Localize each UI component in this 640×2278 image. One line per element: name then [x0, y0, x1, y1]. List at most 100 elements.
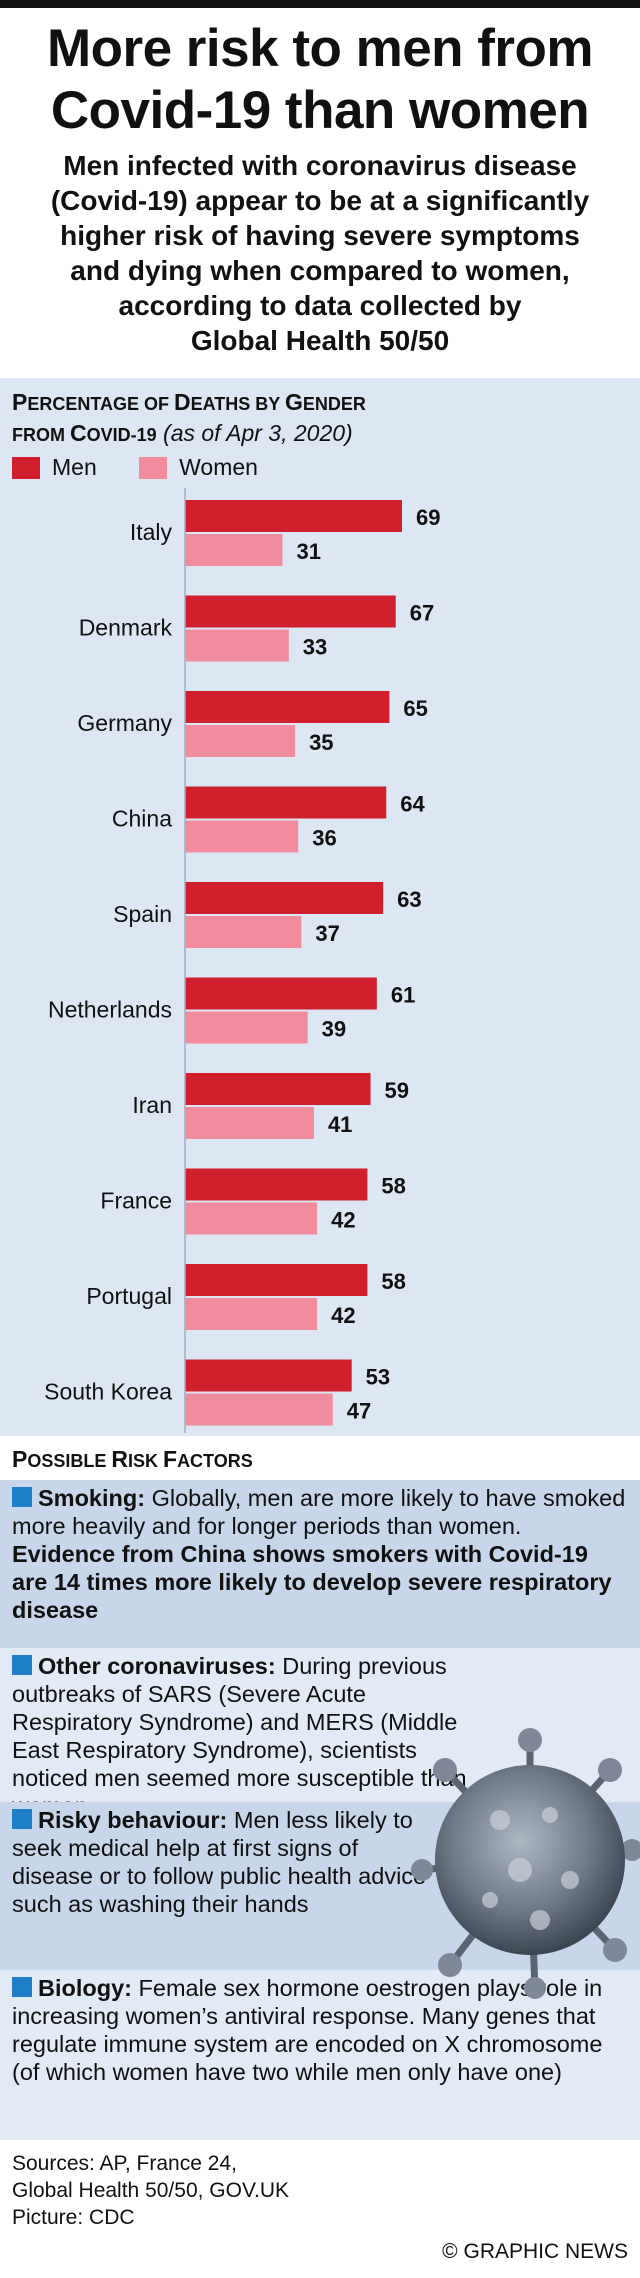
graphic-news-credit: © GRAPHIC NEWS	[442, 2240, 628, 2263]
bar-men-italy	[185, 500, 402, 532]
page-title: More risk to men from Covid-19 than wome…	[0, 18, 640, 142]
square-bullet-icon	[12, 1977, 32, 1997]
heading-part: OSSIBLE	[27, 1451, 112, 1471]
chart-legend: Men Women	[12, 454, 294, 485]
bar-men-iran	[185, 1073, 371, 1105]
top-bar	[0, 0, 640, 8]
chart-heading-part: G	[285, 389, 303, 415]
category-label-italy: Italy	[130, 519, 173, 545]
data-label-women-iran: 41	[328, 1112, 352, 1137]
title-line-1: More risk to men from	[46, 19, 594, 78]
bar-men-france	[185, 1168, 368, 1201]
risk-factor-emphasis: Evidence from China shows smokers with C…	[12, 1541, 612, 1623]
category-label-netherlands: Netherlands	[48, 997, 172, 1023]
subtitle: Men infected with coronavirus disease (C…	[10, 148, 630, 358]
bar-men-netherlands	[185, 977, 377, 1010]
category-label-china: China	[112, 806, 172, 832]
square-bullet-icon	[12, 1487, 32, 1507]
legend-label-women: Women	[179, 454, 258, 480]
bar-women-france	[185, 1202, 318, 1235]
bar-women-portugal	[185, 1298, 318, 1330]
data-label-men-spain: 63	[397, 887, 421, 912]
chart-heading-line-1: PERCENTAGE OF DEATHS BY GENDER	[12, 388, 366, 419]
data-label-women-germany: 35	[309, 730, 333, 755]
bar-women-italy	[185, 534, 283, 566]
bar-women-denmark	[185, 629, 289, 662]
legend-item-men: Men	[12, 454, 97, 481]
risk-factors-heading: POSSIBLE RISK FACTORS	[12, 1446, 253, 1473]
bar-women-spain	[185, 916, 302, 948]
subtitle-line: according to data collected by	[118, 290, 522, 321]
title-line-2: Covid-19 than women	[50, 81, 590, 140]
chart-heading-part: C	[70, 420, 87, 446]
data-label-women-portugal: 42	[331, 1303, 355, 1328]
risk-factor-label: Smoking:	[38, 1485, 146, 1511]
category-label-france: France	[100, 1188, 172, 1214]
category-label-germany: Germany	[77, 710, 172, 736]
chart-heading: PERCENTAGE OF DEATHS BY GENDER FROM COVI…	[12, 388, 366, 450]
bar-chart: Italy 69 31 Denmark 67 33 Germany 65 35 China 64 36…	[44, 488, 440, 1433]
data-label-women-france: 42	[331, 1208, 355, 1233]
data-label-men-netherlands: 61	[391, 983, 415, 1008]
category-label-iran: Iran	[132, 1092, 172, 1118]
data-label-women-china: 36	[312, 826, 336, 851]
subtitle-line: Men infected with coronavirus disease	[63, 150, 577, 181]
risk-factor-text: During previous outbreaks of SARS (Sever…	[12, 1653, 467, 1819]
data-label-women-denmark: 33	[303, 635, 327, 660]
sources-line: Global Health 50/50, GOV.UK	[12, 2179, 290, 2202]
bar-men-germany	[185, 691, 390, 723]
legend-label-men: Men	[52, 454, 97, 480]
bar-men-spain	[185, 882, 384, 914]
risk-factor-label: Biology:	[38, 1975, 132, 2001]
square-bullet-icon	[12, 1655, 32, 1675]
risk-factor-text: Men less likely to seek medical help at …	[12, 1807, 427, 1917]
chart-heading-part: P	[12, 389, 28, 415]
heading-part: ACTORS	[177, 1451, 253, 1471]
chart-heading-part: FROM	[12, 425, 70, 445]
legend-item-women: Women	[139, 454, 258, 481]
legend-swatch-men	[12, 456, 40, 479]
bar-women-china	[185, 820, 299, 853]
bar-men-portugal	[185, 1264, 368, 1296]
data-label-men-south-korea: 53	[366, 1365, 390, 1390]
data-label-men-france: 58	[381, 1174, 405, 1199]
data-label-women-italy: 31	[296, 539, 320, 564]
bar-women-germany	[185, 725, 296, 757]
heading-part: ISK	[127, 1451, 163, 1471]
data-label-women-spain: 37	[315, 921, 339, 946]
risk-factor-label: Risky behaviour:	[38, 1807, 228, 1833]
category-label-spain: Spain	[113, 901, 172, 927]
bar-women-iran	[185, 1107, 314, 1139]
heading-part: R	[111, 1446, 128, 1472]
heading-part: F	[163, 1446, 178, 1472]
heading-part: P	[12, 1446, 28, 1472]
risk-factor-text: Female sex hormone oestrogen plays role …	[12, 1975, 603, 2085]
chart-heading-part: ENDER	[302, 394, 366, 414]
data-label-men-italy: 69	[416, 505, 440, 530]
chart-heading-line-2: FROM COVID-19 (as of Apr 3, 2020)	[12, 419, 366, 450]
chart-heading-part: ERCENTAGE OF	[27, 394, 175, 414]
chart-date-note: (as of Apr 3, 2020)	[163, 420, 353, 446]
bar-men-south-korea	[185, 1359, 352, 1392]
data-label-men-china: 64	[400, 792, 425, 817]
bar-women-south-korea	[185, 1393, 333, 1426]
chart-heading-part: OVID-19	[86, 425, 157, 445]
bar-men-china	[185, 786, 387, 819]
coronavirus-illustration-icon	[411, 1728, 640, 1999]
legend-swatch-women	[139, 456, 168, 479]
chart-heading-part: EATHS BY	[190, 394, 285, 414]
risk-factor-smoking: Smoking: Globally, men are more likely t…	[0, 1480, 640, 1648]
sources: Sources: AP, France 24, Global Health 50…	[12, 2150, 289, 2231]
picture-credit: Picture: CDC	[12, 2206, 135, 2229]
category-label-south-korea: South Korea	[44, 1379, 172, 1405]
data-label-men-iran: 59	[385, 1078, 409, 1103]
data-label-men-portugal: 58	[381, 1269, 405, 1294]
subtitle-line: and dying when compared to women,	[70, 255, 570, 286]
data-label-women-netherlands: 39	[322, 1017, 346, 1042]
square-bullet-icon	[12, 1809, 32, 1829]
subtitle-line: (Covid-19) appear to be at a significant…	[50, 185, 590, 216]
chart-heading-part: D	[174, 389, 191, 415]
risk-factor-text: Globally, men are more likely to have sm…	[12, 1485, 626, 1539]
data-label-women-south-korea: 47	[347, 1399, 371, 1424]
sources-line: Sources: AP, France 24,	[12, 2152, 237, 2175]
